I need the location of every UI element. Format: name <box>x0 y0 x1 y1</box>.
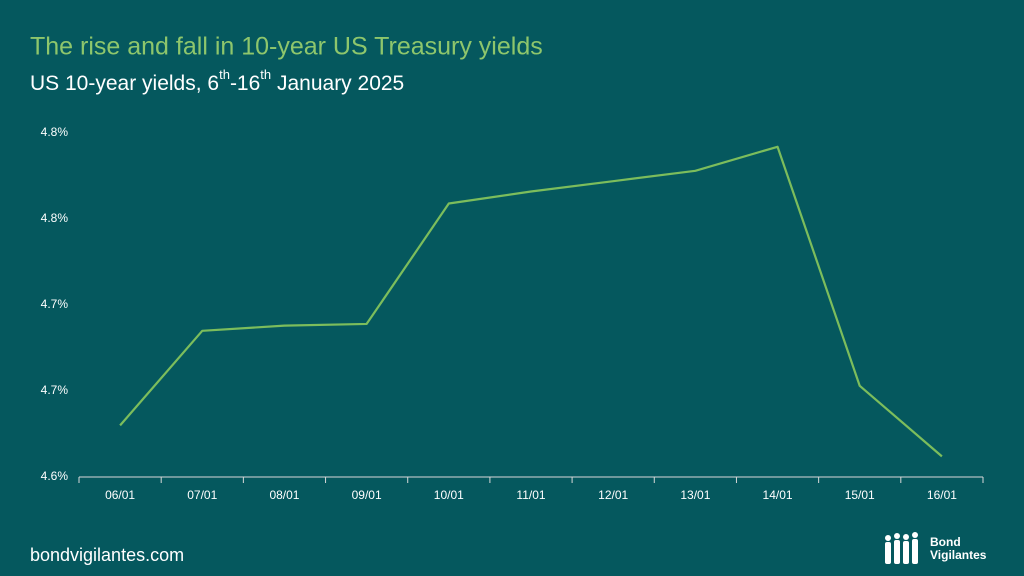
chart-subtitle: US 10-year yields, 6th-16th January 2025 <box>30 67 404 94</box>
y-tick-label: 4.7% <box>41 383 69 397</box>
x-tick-label: 07/01 <box>187 488 217 502</box>
x-tick-label: 15/01 <box>845 488 875 502</box>
subtitle-part: US 10-year yields, 6 <box>30 72 219 95</box>
x-tick-label: 12/01 <box>598 488 628 502</box>
y-tick-label: 4.8% <box>41 125 69 139</box>
footer-site: bondvigilantes.com <box>30 545 184 565</box>
y-tick-label: 4.6% <box>41 469 69 483</box>
subtitle-sup: th <box>260 67 271 82</box>
x-tick-label: 06/01 <box>105 488 135 502</box>
x-tick-label: 14/01 <box>763 488 793 502</box>
y-tick-label: 4.8% <box>41 211 69 225</box>
subtitle-part: -16 <box>230 72 260 95</box>
x-tick-label: 10/01 <box>434 488 464 502</box>
series-line <box>119 145 943 458</box>
y-tick-label: 4.7% <box>41 297 69 311</box>
chart-title: The rise and fall in 10-year US Treasury… <box>30 33 543 61</box>
logo-text: Vigilantes <box>930 548 987 562</box>
x-tick-label: 11/01 <box>516 488 545 502</box>
subtitle-sup: th <box>219 67 230 82</box>
x-tick-label: 13/01 <box>680 488 710 502</box>
subtitle-part: January 2025 <box>271 72 404 95</box>
logo-text: Bond <box>930 535 961 549</box>
logo-figures <box>885 532 918 564</box>
x-tick-label: 16/01 <box>927 488 957 502</box>
x-tick-label: 09/01 <box>352 488 382 502</box>
x-tick-label: 08/01 <box>269 488 299 502</box>
